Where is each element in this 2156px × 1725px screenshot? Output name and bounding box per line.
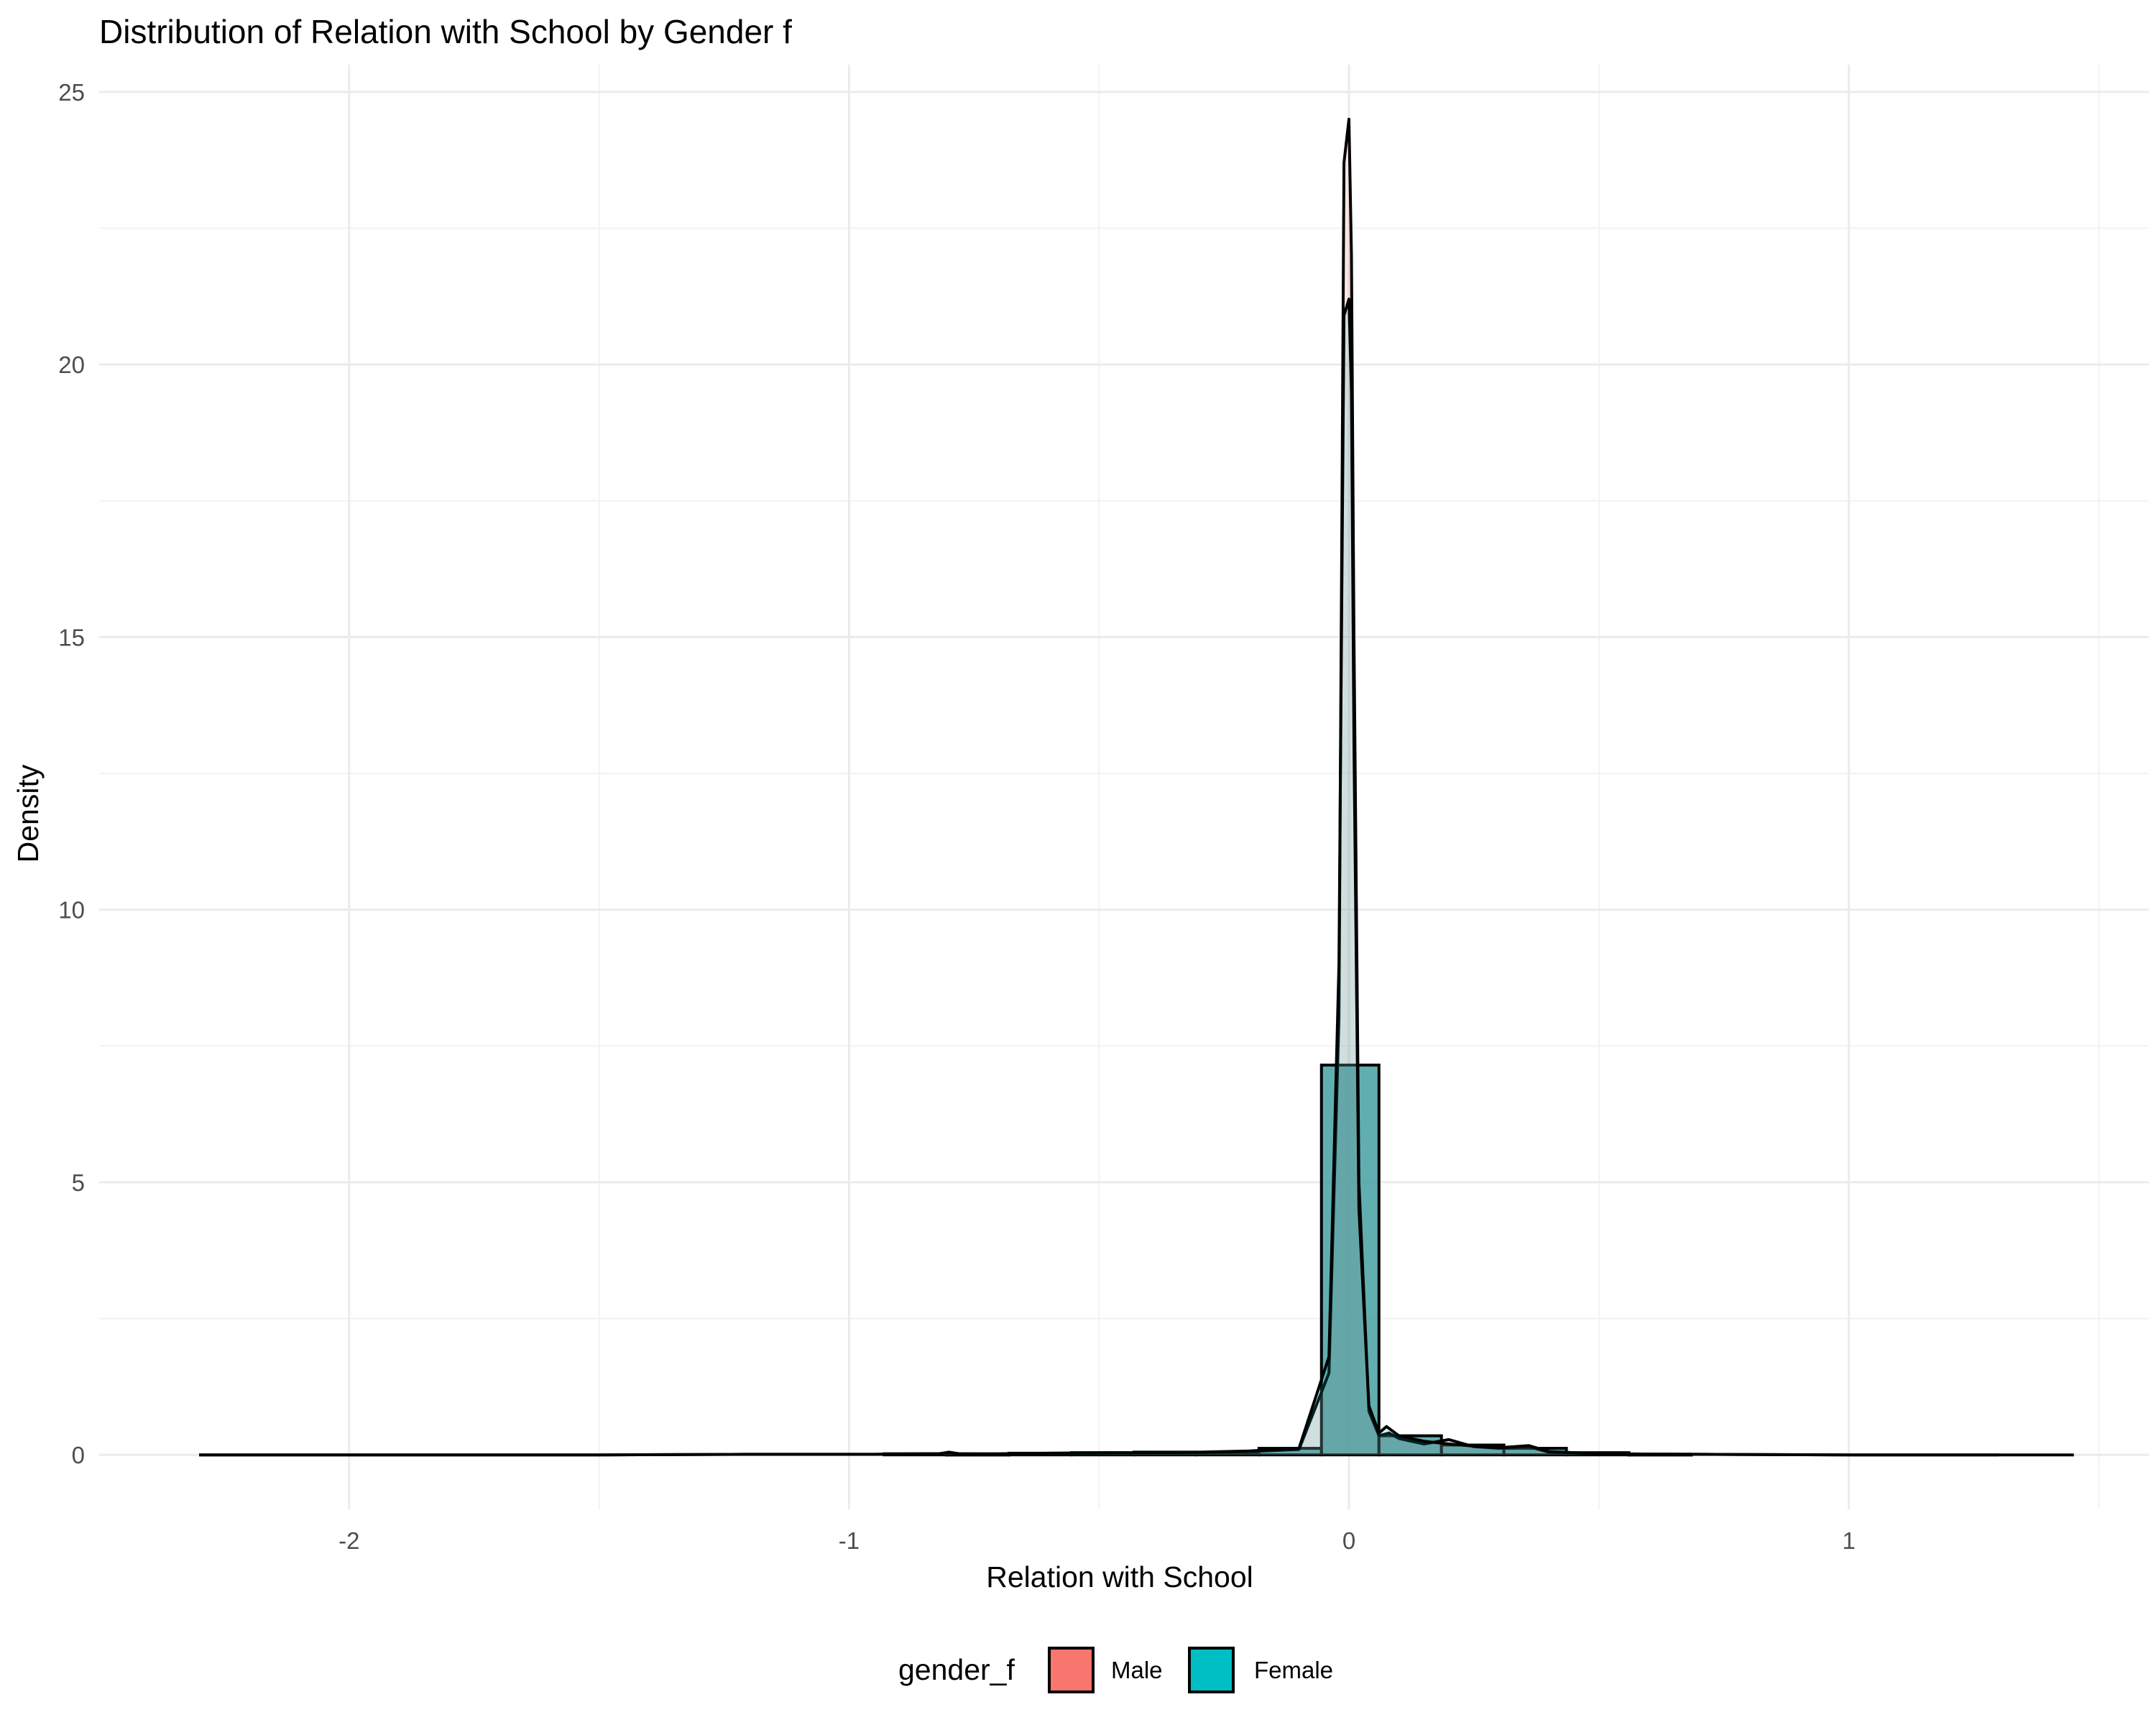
density-area-female: [199, 299, 2074, 1455]
x-tick-label: -2: [338, 1527, 359, 1554]
legend-title: gender_f: [898, 1653, 1015, 1686]
x-axis-ticks: -2 -1 0 1: [338, 1527, 1856, 1554]
x-tick-label: -1: [839, 1527, 860, 1554]
density-curves: [199, 117, 2074, 1457]
legend-key-female: [1188, 1647, 1235, 1693]
y-tick-label: 25: [58, 79, 85, 106]
grid: [99, 65, 2149, 1509]
chart-title: Distribution of Relation with School by …: [99, 13, 792, 50]
y-tick-label: 15: [58, 624, 85, 650]
legend-label-male: Male: [1111, 1657, 1163, 1683]
y-tick-label: 0: [72, 1442, 85, 1468]
y-tick-label: 5: [72, 1169, 85, 1196]
x-tick-label: 0: [1342, 1527, 1355, 1554]
x-tick-label: 1: [1842, 1527, 1855, 1554]
legend-key-male: [1048, 1647, 1095, 1693]
legend-label-female: Female: [1254, 1657, 1333, 1683]
y-tick-label: 20: [58, 351, 85, 378]
y-axis-ticks: 0 5 10 15 20 25: [58, 79, 85, 1468]
density-line-female: [199, 298, 2074, 1457]
y-tick-label: 10: [58, 897, 85, 924]
histogram-bars: [883, 1063, 1693, 1457]
y-axis-title: Density: [11, 764, 45, 862]
x-axis-title: Relation with School: [986, 1560, 1253, 1593]
legend: gender_f Male Female: [898, 1647, 1333, 1693]
